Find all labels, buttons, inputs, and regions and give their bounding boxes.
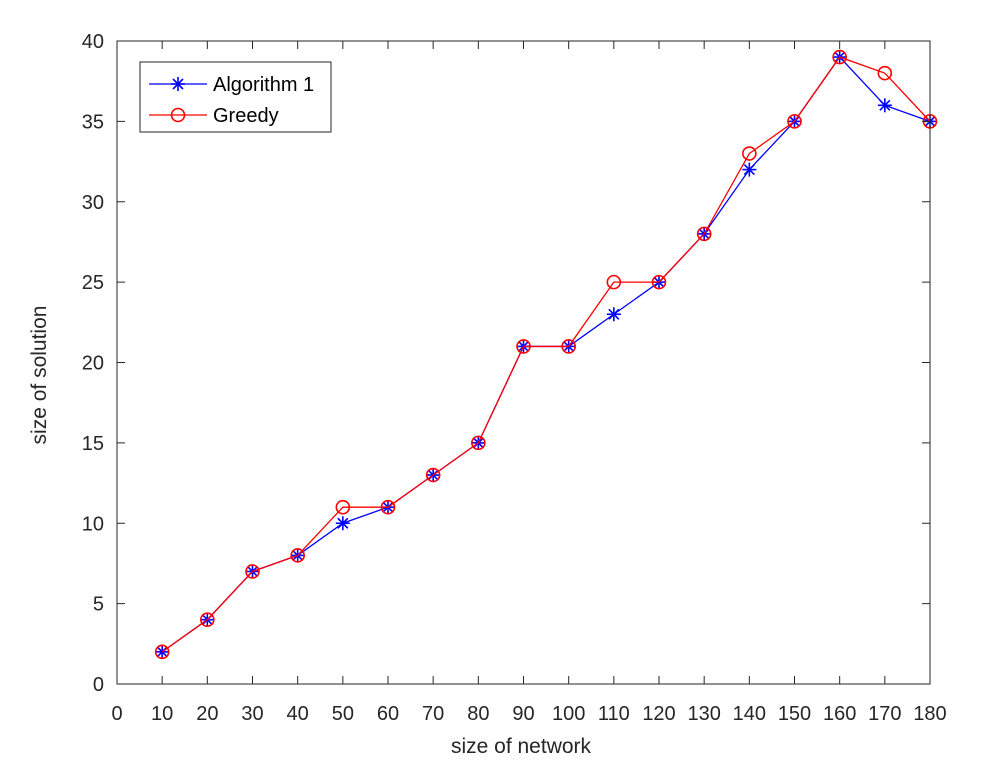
plot-area [117,41,930,684]
series-2-point [471,435,486,451]
legend-label-1: Algorithm 1 [213,74,314,96]
x-tick-label: 90 [512,703,534,725]
series-2-point [742,146,757,161]
y-tick-label: 5 [93,594,104,616]
x-tick-label: 40 [287,703,309,725]
series-2-point [606,274,622,290]
y-tick-label: 20 [82,353,104,375]
legend-marker-1 [171,77,185,91]
series-2-point [335,499,351,515]
series-2-point [516,339,531,354]
series-1-point [742,162,757,177]
series-2-point [154,644,170,660]
legend-marker-2 [170,107,186,123]
y-axis-title: size of solution [28,306,51,445]
y-tick-label: 0 [93,674,104,696]
series-2-point [290,548,305,563]
x-tick-label: 110 [598,703,630,725]
y-tick-label: 15 [82,433,104,455]
series-2-point [651,274,667,290]
x-tick-label: 30 [241,703,263,725]
series-1-point [606,307,621,322]
series-group [154,49,938,660]
y-ticks-group: 0 5 10 15 20 25 30 35 40 [82,31,930,696]
x-tick-label: 120 [642,703,675,725]
x-tick-label: 0 [111,703,122,725]
series-2-point [696,226,712,242]
x-tick-label: 170 [868,703,901,725]
x-tick-label: 180 [913,703,946,725]
y-tick-label: 30 [82,192,104,214]
x-tick-label: 140 [733,703,766,725]
y-tick-label: 40 [82,31,104,53]
x-tick-label: 150 [778,703,811,725]
series-2-point [561,339,576,354]
y-tick-label: 25 [82,272,104,294]
series-2-point [380,499,396,515]
legend: Algorithm 1 Greedy [139,61,332,133]
series-2-point [425,467,441,483]
series-1-point [155,644,170,659]
x-axis-title: size of network [451,735,592,758]
series-2-point [787,114,802,129]
x-tick-label: 20 [196,703,218,725]
y-tick-label: 35 [82,111,104,133]
x-ticks-group: 0 10 20 30 40 50 60 70 80 90 100 110 120 130 140 150 160… [111,41,947,725]
series-2-point [200,612,215,628]
series-1-point [335,516,350,531]
series-2-point [245,564,260,579]
x-tick-label: 80 [467,703,489,725]
x-tick-label: 60 [377,703,399,725]
y-tick-label: 10 [82,513,104,535]
x-tick-label: 100 [552,703,585,725]
x-tick-label: 70 [422,703,444,725]
x-tick-label: 160 [823,703,856,725]
series-2-point [877,65,893,81]
series-line-2 [161,56,931,653]
series-2-point [832,49,847,65]
series-1-point [877,98,892,113]
x-tick-label: 130 [687,703,720,725]
x-tick-label: 50 [332,703,354,725]
legend-label-2: Greedy [213,105,279,127]
legend-box [139,61,332,133]
x-tick-label: 10 [151,703,173,725]
